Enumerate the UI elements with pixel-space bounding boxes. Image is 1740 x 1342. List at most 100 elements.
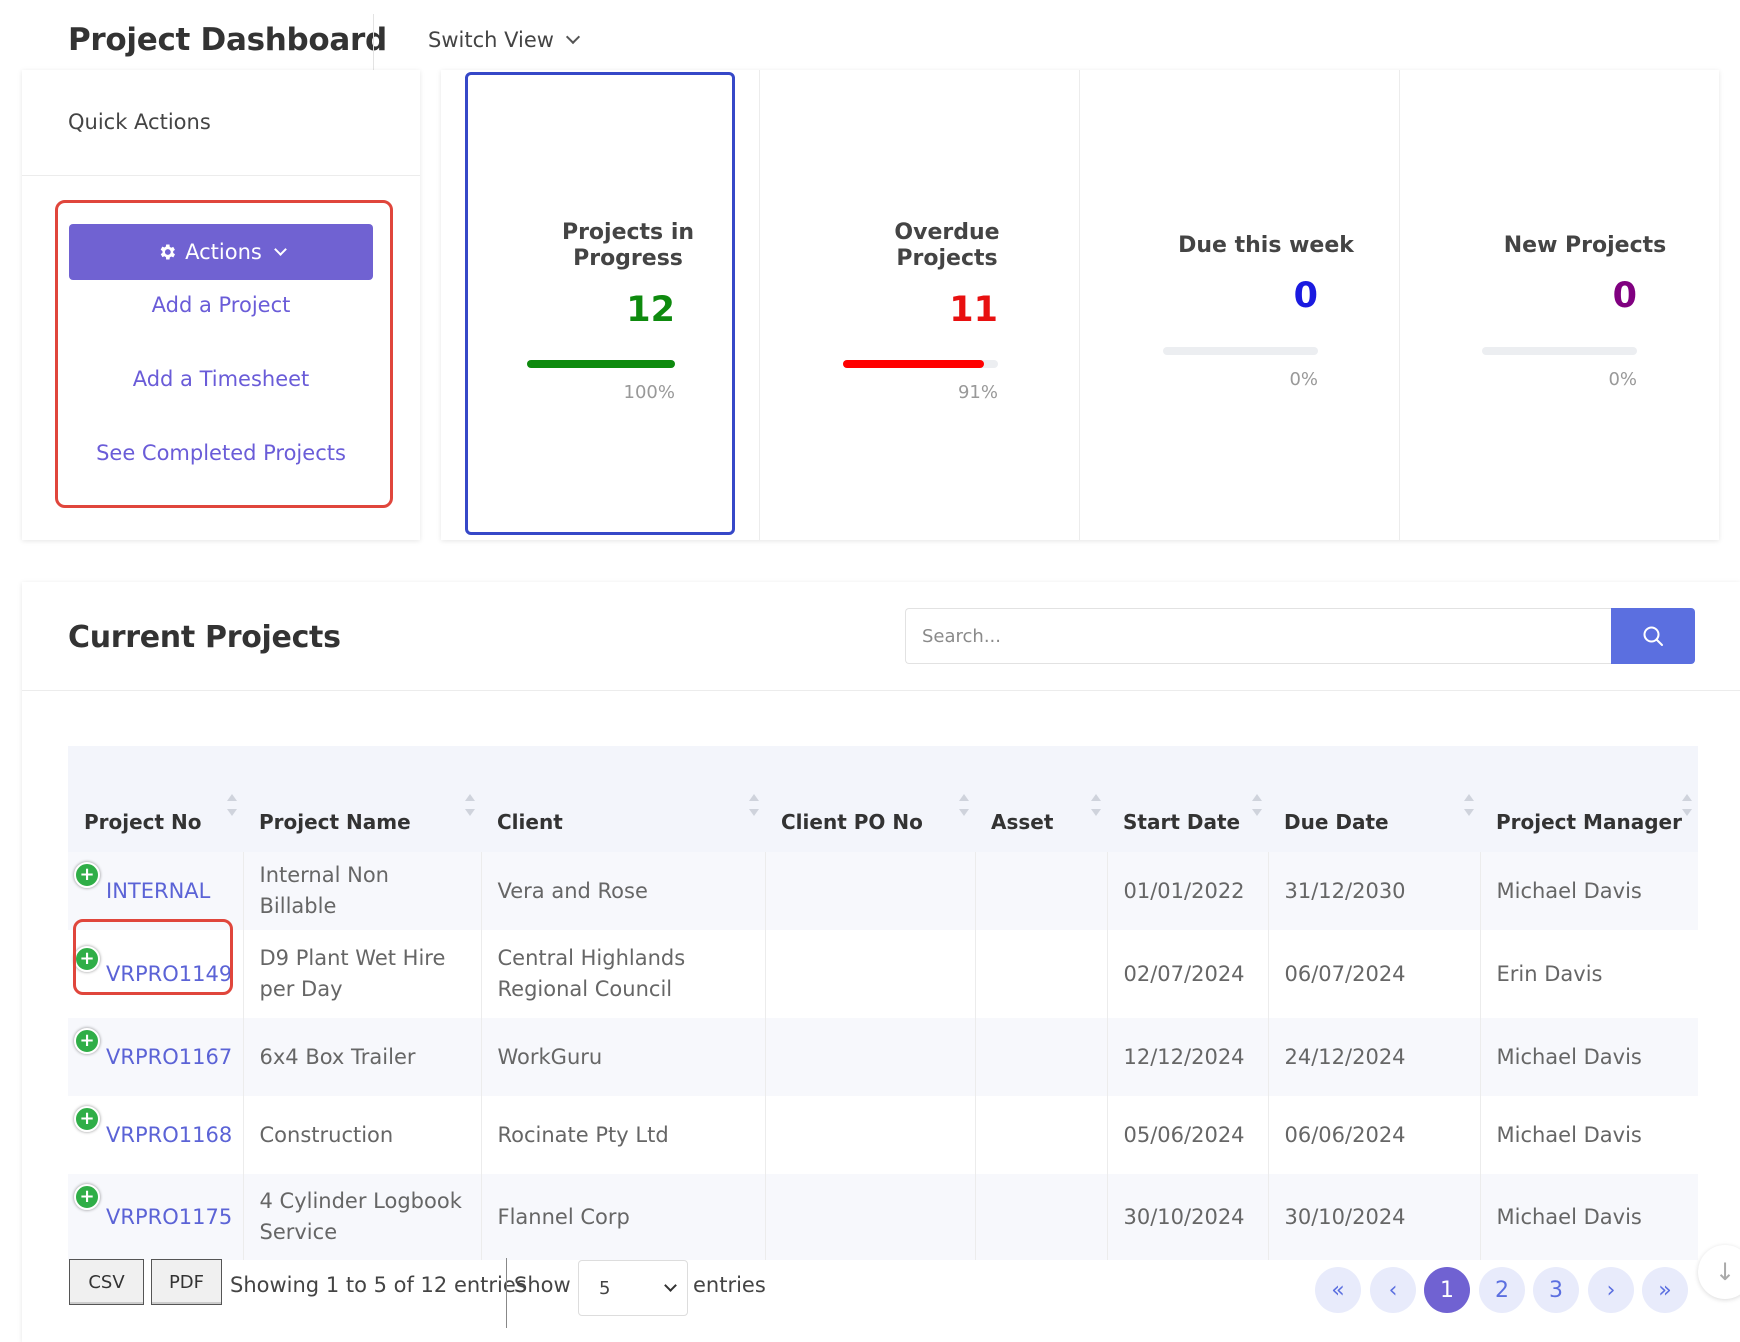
expand-plus-icon[interactable]: + [74, 1184, 100, 1210]
cell-project-no: + VRPRO1168 [68, 1096, 244, 1174]
project-no-link[interactable]: VRPRO1168 [106, 1122, 233, 1147]
see-completed-projects-link[interactable]: See Completed Projects [96, 441, 346, 465]
column-header-client-po-no[interactable]: Client PO No [765, 746, 975, 852]
sort-icon [1464, 794, 1474, 816]
cell-client-po-no [765, 1174, 976, 1260]
column-header-project-no[interactable]: Project No [68, 746, 243, 852]
cell-project-no: + VRPRO1167 [68, 1018, 244, 1096]
cell-asset [975, 1018, 1108, 1096]
cell-project-no: + INTERNAL [68, 852, 244, 930]
table-row[interactable]: + VRPRO1168 Construction Rocinate Pty Ltd… [68, 1096, 1698, 1174]
sort-icon [465, 794, 475, 816]
table-row[interactable]: + VRPRO1167 6x4 Box Trailer WorkGuru 12/1… [68, 1018, 1698, 1096]
expand-plus-icon[interactable]: + [74, 946, 100, 972]
progress-bar-due-this-week [1163, 347, 1318, 355]
projects-table: Project No Project Name Client Client PO… [68, 746, 1698, 1260]
expand-plus-icon[interactable]: + [74, 862, 100, 888]
cell-project-manager: Michael Davis [1480, 1096, 1698, 1174]
column-header-label: Project Name [259, 810, 411, 834]
cell-client: Central Highlands Regional Council [481, 930, 766, 1018]
cell-start-date: 02/07/2024 [1107, 930, 1269, 1018]
cell-project-name: Construction [243, 1096, 482, 1174]
stat-percent-overdue: 91% [957, 382, 998, 403]
stat-label-overdue: Overdue Projects [894, 220, 1000, 271]
page-size-select[interactable]: 5 [578, 1260, 688, 1316]
first-page-button[interactable]: « [1315, 1267, 1361, 1313]
cell-client-po-no [765, 852, 976, 930]
cell-client: Flannel Corp [481, 1174, 766, 1260]
column-header-label: Client PO No [781, 810, 923, 834]
stat-selected-outline[interactable] [465, 72, 735, 535]
cell-project-name: 6x4 Box Trailer [243, 1018, 482, 1096]
stat-label-new-projects: New Projects [1503, 233, 1667, 258]
cell-client: Vera and Rose [481, 852, 766, 930]
cell-client-po-no [765, 1096, 976, 1174]
cell-project-manager: Michael Davis [1480, 852, 1698, 930]
previous-page-button[interactable]: ‹ [1370, 1267, 1416, 1313]
project-no-link[interactable]: VRPRO1175 [106, 1204, 233, 1229]
stats-card [441, 70, 1719, 540]
add-project-link[interactable]: Add a Project [151, 293, 291, 317]
column-header-label: Client [497, 810, 563, 834]
table-row[interactable]: + INTERNAL Internal Non Billable Vera and… [68, 852, 1698, 930]
page-3-button[interactable]: 3 [1533, 1267, 1579, 1313]
search-input[interactable] [905, 608, 1633, 664]
cell-project-name: Internal Non Billable [243, 852, 482, 930]
page-1-button[interactable]: 1 [1424, 1267, 1470, 1313]
chevron-down-icon [565, 29, 581, 45]
chevron-down-icon [273, 242, 287, 256]
cell-client-po-no [765, 930, 976, 1018]
switch-view-dropdown[interactable]: Switch View [428, 28, 581, 52]
sort-icon [1682, 794, 1692, 816]
cell-client-po-no [765, 1018, 976, 1096]
column-header-label: Due Date [1284, 810, 1389, 834]
scroll-down-button[interactable]: ↓ [1698, 1245, 1740, 1299]
project-no-link[interactable]: VRPRO1149 [106, 961, 233, 986]
column-header-start-date[interactable]: Start Date [1107, 746, 1268, 852]
current-projects-title: Current Projects [68, 620, 341, 655]
cell-project-name: D9 Plant Wet Hire per Day [243, 930, 482, 1018]
stat-value-due-this-week: 0 [1293, 276, 1318, 316]
project-no-link[interactable]: INTERNAL [106, 878, 211, 903]
cell-client: WorkGuru [481, 1018, 766, 1096]
csv-export-button[interactable]: CSV [69, 1259, 144, 1305]
stat-percent-new-projects: 0% [1608, 369, 1637, 390]
showing-entries-text: Showing 1 to 5 of 12 entries [230, 1273, 527, 1297]
cell-project-manager: Michael Davis [1480, 1174, 1698, 1260]
cell-start-date: 01/01/2022 [1107, 852, 1269, 930]
page-2-button[interactable]: 2 [1479, 1267, 1525, 1313]
show-label: Show [514, 1273, 571, 1297]
add-timesheet-link[interactable]: Add a Timesheet [132, 367, 310, 391]
cell-due-date: 24/12/2024 [1268, 1018, 1481, 1096]
divider [1079, 70, 1080, 540]
cell-asset [975, 930, 1108, 1018]
next-page-button[interactable]: › [1588, 1267, 1634, 1313]
chevron-down-icon [664, 1279, 677, 1292]
column-header-project-name[interactable]: Project Name [243, 746, 481, 852]
table-row[interactable]: + VRPRO1175 4 Cylinder Logbook Service Fl… [68, 1174, 1698, 1260]
switch-view-label: Switch View [428, 28, 554, 52]
table-row[interactable]: + VRPRO1149 D9 Plant Wet Hire per Day Cen… [68, 930, 1698, 1018]
arrow-down-icon: ↓ [1714, 1258, 1736, 1286]
column-header-project-manager[interactable]: Project Manager [1480, 746, 1698, 852]
column-header-asset[interactable]: Asset [975, 746, 1107, 852]
sort-icon [959, 794, 969, 816]
cell-start-date: 05/06/2024 [1107, 1096, 1269, 1174]
expand-plus-icon[interactable]: + [74, 1106, 100, 1132]
cell-client: Rocinate Pty Ltd [481, 1096, 766, 1174]
project-no-link[interactable]: VRPRO1167 [106, 1044, 233, 1069]
stat-value-in-progress: 12 [626, 290, 675, 330]
stat-percent-due-this-week: 0% [1289, 369, 1318, 390]
pdf-export-button[interactable]: PDF [151, 1259, 222, 1305]
expand-plus-icon[interactable]: + [74, 1028, 100, 1054]
column-header-client[interactable]: Client [481, 746, 765, 852]
progress-bar-new-projects [1482, 347, 1637, 355]
progress-bar-in-progress [527, 360, 675, 368]
search-button[interactable] [1611, 608, 1695, 664]
actions-button[interactable]: Actions [69, 224, 373, 280]
stat-value-new-projects: 0 [1612, 276, 1637, 316]
sort-icon [749, 794, 759, 816]
last-page-button[interactable]: » [1642, 1267, 1688, 1313]
column-header-due-date[interactable]: Due Date [1268, 746, 1480, 852]
cell-project-no: + VRPRO1149 [68, 930, 244, 1018]
